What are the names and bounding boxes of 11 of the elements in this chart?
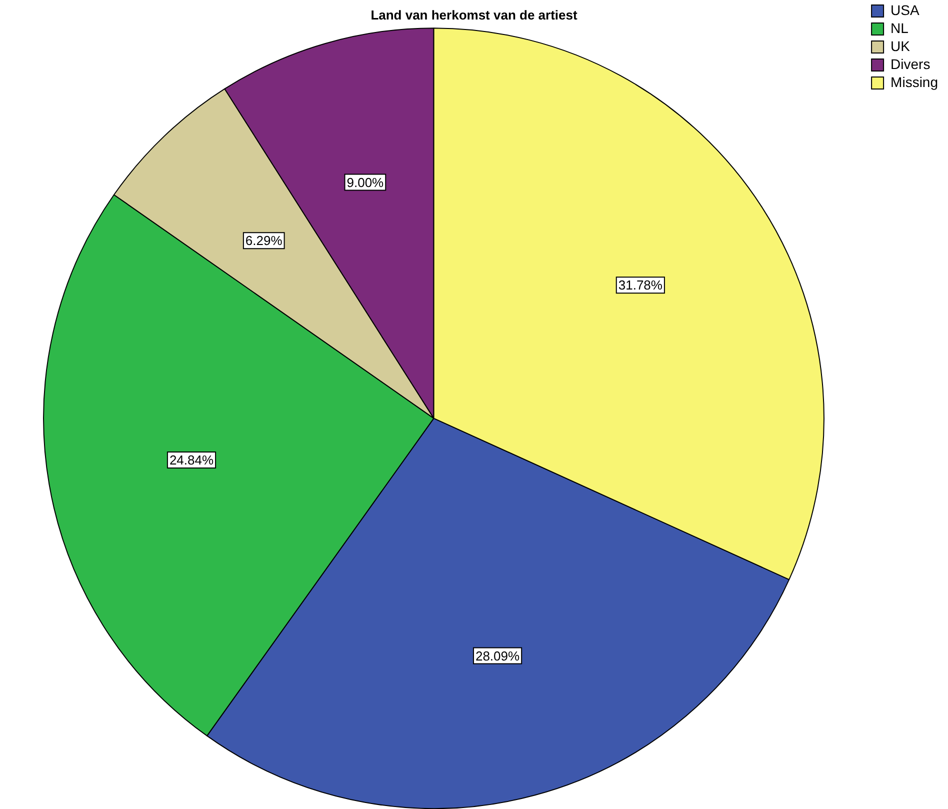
data-label: 31.78% xyxy=(618,278,663,293)
chart-title: Land van herkomst van de artiest xyxy=(370,7,578,22)
data-label: 28.09% xyxy=(475,648,520,664)
data-label: 6.29% xyxy=(245,233,283,248)
data-label: 9.00% xyxy=(346,174,384,190)
legend-label: NL xyxy=(890,20,909,36)
data-label: 24.84% xyxy=(169,452,214,468)
legend-label: Missing xyxy=(890,74,938,90)
legend-label: Divers xyxy=(890,56,930,72)
legend-label: UK xyxy=(890,38,911,54)
legend-label: USA xyxy=(890,2,920,18)
